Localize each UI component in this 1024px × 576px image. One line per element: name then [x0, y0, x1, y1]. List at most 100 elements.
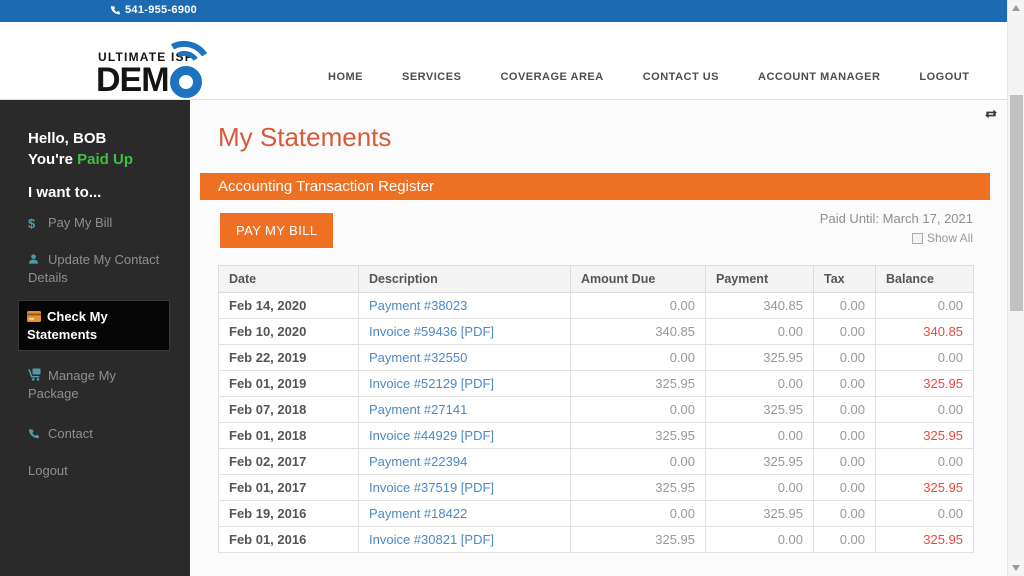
- nav-home[interactable]: HOME: [328, 71, 363, 83]
- vertical-scrollbar[interactable]: [1007, 0, 1024, 576]
- cell-balance: 325.95: [875, 526, 974, 553]
- logo-wifi-icon: [153, 35, 216, 98]
- statements-content: My Statements Accounting Transaction Reg…: [190, 100, 1007, 576]
- cell-balance: 0.00: [875, 292, 974, 319]
- transaction-link[interactable]: Invoice #52129 [PDF]: [369, 376, 495, 391]
- site-header: ULTIMATE ISP DEM HOME SERVICES COVERAGE AR…: [0, 22, 1007, 100]
- table-row: Feb 01, 2019 Invoice #52129 [PDF] 325.95 0.…: [218, 370, 974, 397]
- nav-contact-us[interactable]: CONTACT US: [642, 71, 720, 83]
- sidebar-item-label: Pay My Bill: [48, 215, 113, 230]
- scroll-down-arrow-icon[interactable]: [1012, 565, 1020, 571]
- dollar-icon: $: [28, 216, 36, 231]
- table-row: Feb 14, 2020 Payment #38023 0.00 340.85 0.00…: [218, 292, 974, 319]
- cell-payment: 0.00: [705, 474, 814, 501]
- sidebar-item-logout[interactable]: Logout: [28, 462, 170, 479]
- pay-my-bill-button[interactable]: PAY MY BILL: [220, 213, 334, 248]
- cell-description: Payment #22394: [358, 448, 571, 475]
- cell-date: Feb 01, 2017: [218, 474, 359, 501]
- nav-account-manager[interactable]: ACCOUNT MANAGER: [758, 71, 881, 83]
- sidebar-item-manage-my-package[interactable]: Manage My Package: [28, 367, 170, 402]
- table-row: Feb 07, 2018 Payment #27141 0.00 325.95 0.00…: [218, 396, 974, 423]
- cell-amount-due: 0.00: [570, 344, 706, 371]
- scroll-up-arrow-icon[interactable]: [1012, 5, 1020, 11]
- cell-description: Invoice #59436 [PDF]: [358, 318, 571, 345]
- cell-date: Feb 07, 2018: [218, 396, 359, 423]
- show-all-checkbox[interactable]: [911, 232, 923, 244]
- transaction-table: Date Description Amount Due Payment Tax Balan…: [218, 265, 974, 553]
- sidebar-item-check-my-statements[interactable]: Check My Statements: [18, 300, 170, 351]
- cell-date: Feb 02, 2017: [218, 448, 359, 475]
- sidebar-item-label: Contact: [48, 426, 93, 441]
- logo[interactable]: ULTIMATE ISP DEM: [96, 35, 216, 99]
- cell-description: Invoice #44929 [PDF]: [358, 422, 571, 449]
- table-row: Feb 19, 2016 Payment #18422 0.00 325.95 0.00…: [218, 500, 974, 527]
- cell-balance: 325.95: [875, 474, 974, 501]
- account-sidebar: Hello, BOB You're Paid Up I want to... $…: [0, 100, 190, 576]
- transaction-link[interactable]: Payment #27141: [369, 402, 468, 417]
- cell-date: Feb 10, 2020: [218, 318, 359, 345]
- cell-tax: 0.00: [813, 422, 876, 449]
- column-header-payment: Payment: [705, 265, 814, 293]
- cell-date: Feb 22, 2019: [218, 344, 359, 371]
- sidebar-item-label: Check My Statements: [27, 309, 108, 342]
- transaction-link[interactable]: Invoice #59436 [PDF]: [369, 324, 495, 339]
- refresh-icon[interactable]: [984, 108, 998, 120]
- table-row: Feb 22, 2019 Payment #32550 0.00 325.95 0.00…: [218, 344, 974, 371]
- transaction-link[interactable]: Invoice #37519 [PDF]: [369, 480, 495, 495]
- cell-tax: 0.00: [813, 370, 876, 397]
- cell-tax: 0.00: [813, 292, 876, 319]
- column-header-description: Description: [358, 265, 571, 293]
- phone-number: 541-955-6900: [125, 4, 198, 16]
- transaction-link[interactable]: Invoice #30821 [PDF]: [369, 532, 495, 547]
- cell-balance: 0.00: [875, 500, 974, 527]
- cell-description: Invoice #37519 [PDF]: [358, 474, 571, 501]
- sidebar-item-label: Update My Contact Details: [28, 252, 160, 285]
- package-icon: [28, 368, 44, 385]
- cell-description: Invoice #30821 [PDF]: [358, 526, 571, 553]
- phone-link[interactable]: 541-955-6900: [110, 4, 197, 16]
- nav-coverage-area[interactable]: COVERAGE AREA: [500, 71, 604, 83]
- cell-description: Payment #18422: [358, 500, 571, 527]
- cell-tax: 0.00: [813, 448, 876, 475]
- cell-tax: 0.00: [813, 500, 876, 527]
- show-all-toggle[interactable]: Show All: [911, 231, 973, 245]
- nav-logout[interactable]: LOGOUT: [919, 71, 970, 83]
- sidebar-item-contact[interactable]: Contact: [28, 425, 170, 443]
- table-row: Feb 10, 2020 Invoice #59436 [PDF] 340.85 0.…: [218, 318, 974, 345]
- cell-tax: 0.00: [813, 318, 876, 345]
- transaction-link[interactable]: Payment #38023: [369, 298, 468, 313]
- transaction-link[interactable]: Payment #32550: [369, 350, 468, 365]
- nav-services[interactable]: SERVICES: [402, 71, 462, 83]
- transaction-link[interactable]: Payment #22394: [369, 454, 468, 469]
- cell-amount-due: 0.00: [570, 396, 706, 423]
- sidebar-item-label: Logout: [28, 463, 68, 478]
- logo-text: DEM: [96, 61, 170, 99]
- cell-balance: 325.95: [875, 370, 974, 397]
- cell-description: Invoice #52129 [PDF]: [358, 370, 571, 397]
- column-header-amount-due: Amount Due: [570, 265, 706, 293]
- cell-amount-due: 325.95: [570, 422, 706, 449]
- sidebar-header: Hello, BOB You're Paid Up I want to...: [0, 100, 190, 201]
- logo-tagline: ULTIMATE ISP: [98, 50, 194, 64]
- cell-amount-due: 340.85: [570, 318, 706, 345]
- sidebar-item-label: Manage My Package: [28, 368, 116, 401]
- page-title: My Statements: [218, 122, 392, 152]
- cell-amount-due: 0.00: [570, 448, 706, 475]
- sidebar-item-update-my-contact-details[interactable]: Update My Contact Details: [28, 251, 170, 286]
- transaction-link[interactable]: Payment #18422: [369, 506, 468, 521]
- cell-payment: 340.85: [705, 292, 814, 319]
- cell-amount-due: 0.00: [570, 500, 706, 527]
- cell-payment: 325.95: [705, 344, 814, 371]
- table-row: Feb 01, 2018 Invoice #44929 [PDF] 325.95 0.…: [218, 422, 974, 449]
- column-header-date: Date: [218, 265, 359, 293]
- cell-amount-due: 325.95: [570, 474, 706, 501]
- account-status: You're Paid Up: [28, 151, 133, 168]
- column-header-tax: Tax: [813, 265, 876, 293]
- scrollbar-thumb[interactable]: [1010, 95, 1023, 311]
- cell-description: Payment #27141: [358, 396, 571, 423]
- sidebar-section-label: I want to...: [28, 184, 102, 201]
- transaction-link[interactable]: Invoice #44929 [PDF]: [369, 428, 495, 443]
- cell-tax: 0.00: [813, 526, 876, 553]
- cell-balance: 0.00: [875, 396, 974, 423]
- sidebar-item-pay-my-bill[interactable]: $ Pay My Bill: [28, 214, 170, 232]
